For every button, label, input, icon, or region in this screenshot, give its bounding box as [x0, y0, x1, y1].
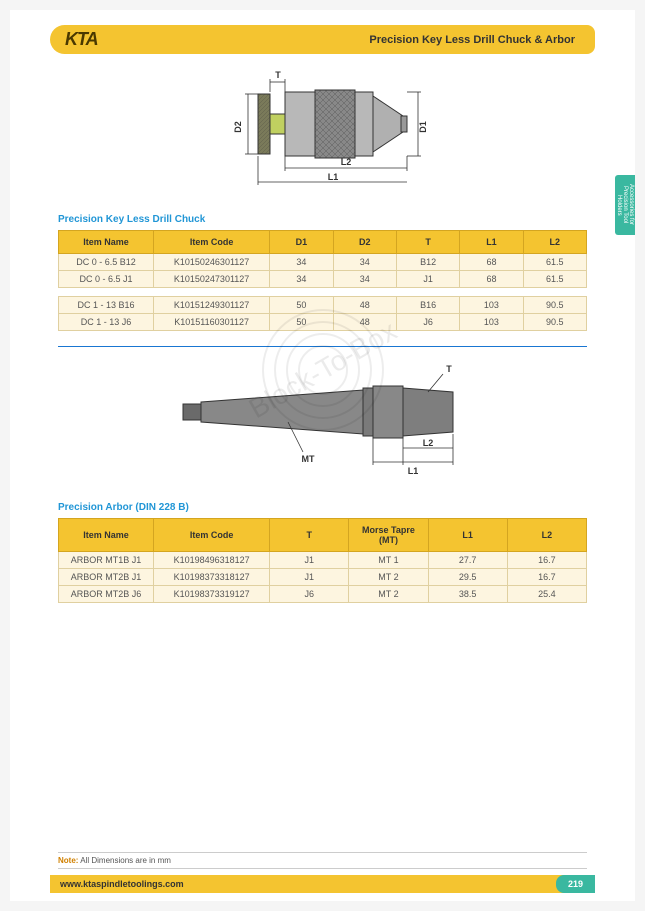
table-cell: DC 1 - 13 J6 [59, 314, 154, 331]
table-cell: 90.5 [523, 314, 586, 331]
label2-l2: L2 [422, 438, 433, 448]
table-row: DC 1 - 13 J6K101511603011275048J610390.5 [59, 314, 587, 331]
diagram-arbor: T MT L2 L1 [10, 362, 635, 487]
label2-l1: L1 [407, 466, 418, 476]
table-cell: 61.5 [523, 254, 586, 271]
table-cell: DC 0 - 6.5 B12 [59, 254, 154, 271]
table-cell: 50 [270, 297, 333, 314]
table-cell: 25.4 [507, 586, 586, 603]
table-cell: 48 [333, 297, 396, 314]
table-cell: MT 2 [349, 586, 428, 603]
table-cell: K10198496318127 [154, 552, 270, 569]
table-cell: 48 [333, 314, 396, 331]
logo: KTA [65, 29, 98, 50]
table-cell: MT 2 [349, 569, 428, 586]
logo-wrap: KTA [50, 25, 123, 54]
col-header: Item Name [59, 231, 154, 254]
table-row: DC 0 - 6.5 B12K101502463011273434B126861… [59, 254, 587, 271]
table-arbor: Item NameItem CodeTMorse Tapre (MT)L1L2A… [58, 518, 587, 603]
table-cell: 16.7 [507, 552, 586, 569]
table-cell: K10150247301127 [154, 271, 270, 288]
label-l2: L2 [340, 157, 351, 167]
diagram-drill-chuck: T D2 D1 L2 L1 [10, 64, 635, 199]
note-text: All Dimensions are in mm [78, 856, 170, 865]
table-cell: 34 [270, 271, 333, 288]
col-header: L2 [507, 519, 586, 552]
table-cell: B12 [396, 254, 459, 271]
table-cell: 34 [333, 254, 396, 271]
table-cell: 16.7 [507, 569, 586, 586]
table-cell: MT 1 [349, 552, 428, 569]
table-row: DC 0 - 6.5 J1K101502473011273434J16861.5 [59, 271, 587, 288]
table-cell: K10198373318127 [154, 569, 270, 586]
col-header: Morse Tapre (MT) [349, 519, 428, 552]
table-cell: 103 [460, 314, 523, 331]
label-d2: D2 [233, 121, 243, 133]
table-cell: ARBOR MT2B J6 [59, 586, 154, 603]
col-header: Item Code [154, 519, 270, 552]
page-title: Precision Key Less Drill Chuck & Arbor [123, 25, 595, 54]
dimensions-note: Note: All Dimensions are in mm [58, 852, 587, 869]
table-cell: DC 0 - 6.5 J1 [59, 271, 154, 288]
label-l1: L1 [327, 172, 338, 182]
note-prefix: Note: [58, 856, 78, 865]
table-cell: K10198373319127 [154, 586, 270, 603]
table-drill-chuck-1: Item NameItem CodeD1D2TL1L2 DC 0 - 6.5 B1… [58, 230, 587, 288]
side-tab: Accessories for Precision Tool Holders [615, 175, 635, 235]
table-drill-chuck-2: DC 1 - 13 B16K101512493011275048B1610390… [58, 296, 587, 331]
table-cell: DC 1 - 13 B16 [59, 297, 154, 314]
table-cell: K10151249301127 [154, 297, 270, 314]
col-header: Item Name [59, 519, 154, 552]
section2-title: Precision Arbor (DIN 228 B) [58, 502, 587, 513]
footer-url: www.ktaspindletoolings.com [50, 879, 556, 889]
table-cell: 61.5 [523, 271, 586, 288]
col-header: L2 [523, 231, 586, 254]
table-cell: 34 [270, 254, 333, 271]
col-header: T [396, 231, 459, 254]
col-header: Item Code [154, 231, 270, 254]
table-cell: K10151160301127 [154, 314, 270, 331]
table-row: ARBOR MT2B J6K10198373319127J6MT 238.525… [59, 586, 587, 603]
table-cell: 68 [460, 254, 523, 271]
table-row: ARBOR MT2B J1K10198373318127J1MT 229.516… [59, 569, 587, 586]
table-cell: K10150246301127 [154, 254, 270, 271]
table-cell: 29.5 [428, 569, 507, 586]
label2-t: T [446, 364, 452, 374]
footer: www.ktaspindletoolings.com 219 [50, 875, 595, 893]
page: KTA Precision Key Less Drill Chuck & Arb… [10, 10, 635, 901]
section1-title: Precision Key Less Drill Chuck [58, 214, 587, 225]
col-header: D2 [333, 231, 396, 254]
table-cell: J1 [270, 552, 349, 569]
table-cell: B16 [396, 297, 459, 314]
table-cell: 50 [270, 314, 333, 331]
col-header: L1 [460, 231, 523, 254]
table-row: ARBOR MT1B J1K10198496318127J1MT 127.716… [59, 552, 587, 569]
table-cell: 27.7 [428, 552, 507, 569]
label-t: T [275, 70, 281, 80]
table-cell: J6 [396, 314, 459, 331]
table-cell: ARBOR MT2B J1 [59, 569, 154, 586]
table-cell: ARBOR MT1B J1 [59, 552, 154, 569]
section-divider [58, 346, 587, 347]
col-header: T [270, 519, 349, 552]
label-d1: D1 [418, 121, 428, 133]
table-cell: 38.5 [428, 586, 507, 603]
label2-mt: MT [301, 454, 314, 464]
header-bar: KTA Precision Key Less Drill Chuck & Arb… [50, 25, 595, 54]
table-cell: J6 [270, 586, 349, 603]
page-number: 219 [556, 875, 595, 893]
table-cell: 68 [460, 271, 523, 288]
table-cell: 34 [333, 271, 396, 288]
col-header: D1 [270, 231, 333, 254]
table-cell: J1 [270, 569, 349, 586]
col-header: L1 [428, 519, 507, 552]
table-cell: 103 [460, 297, 523, 314]
table-row: DC 1 - 13 B16K101512493011275048B1610390… [59, 297, 587, 314]
table-cell: 90.5 [523, 297, 586, 314]
table-cell: J1 [396, 271, 459, 288]
